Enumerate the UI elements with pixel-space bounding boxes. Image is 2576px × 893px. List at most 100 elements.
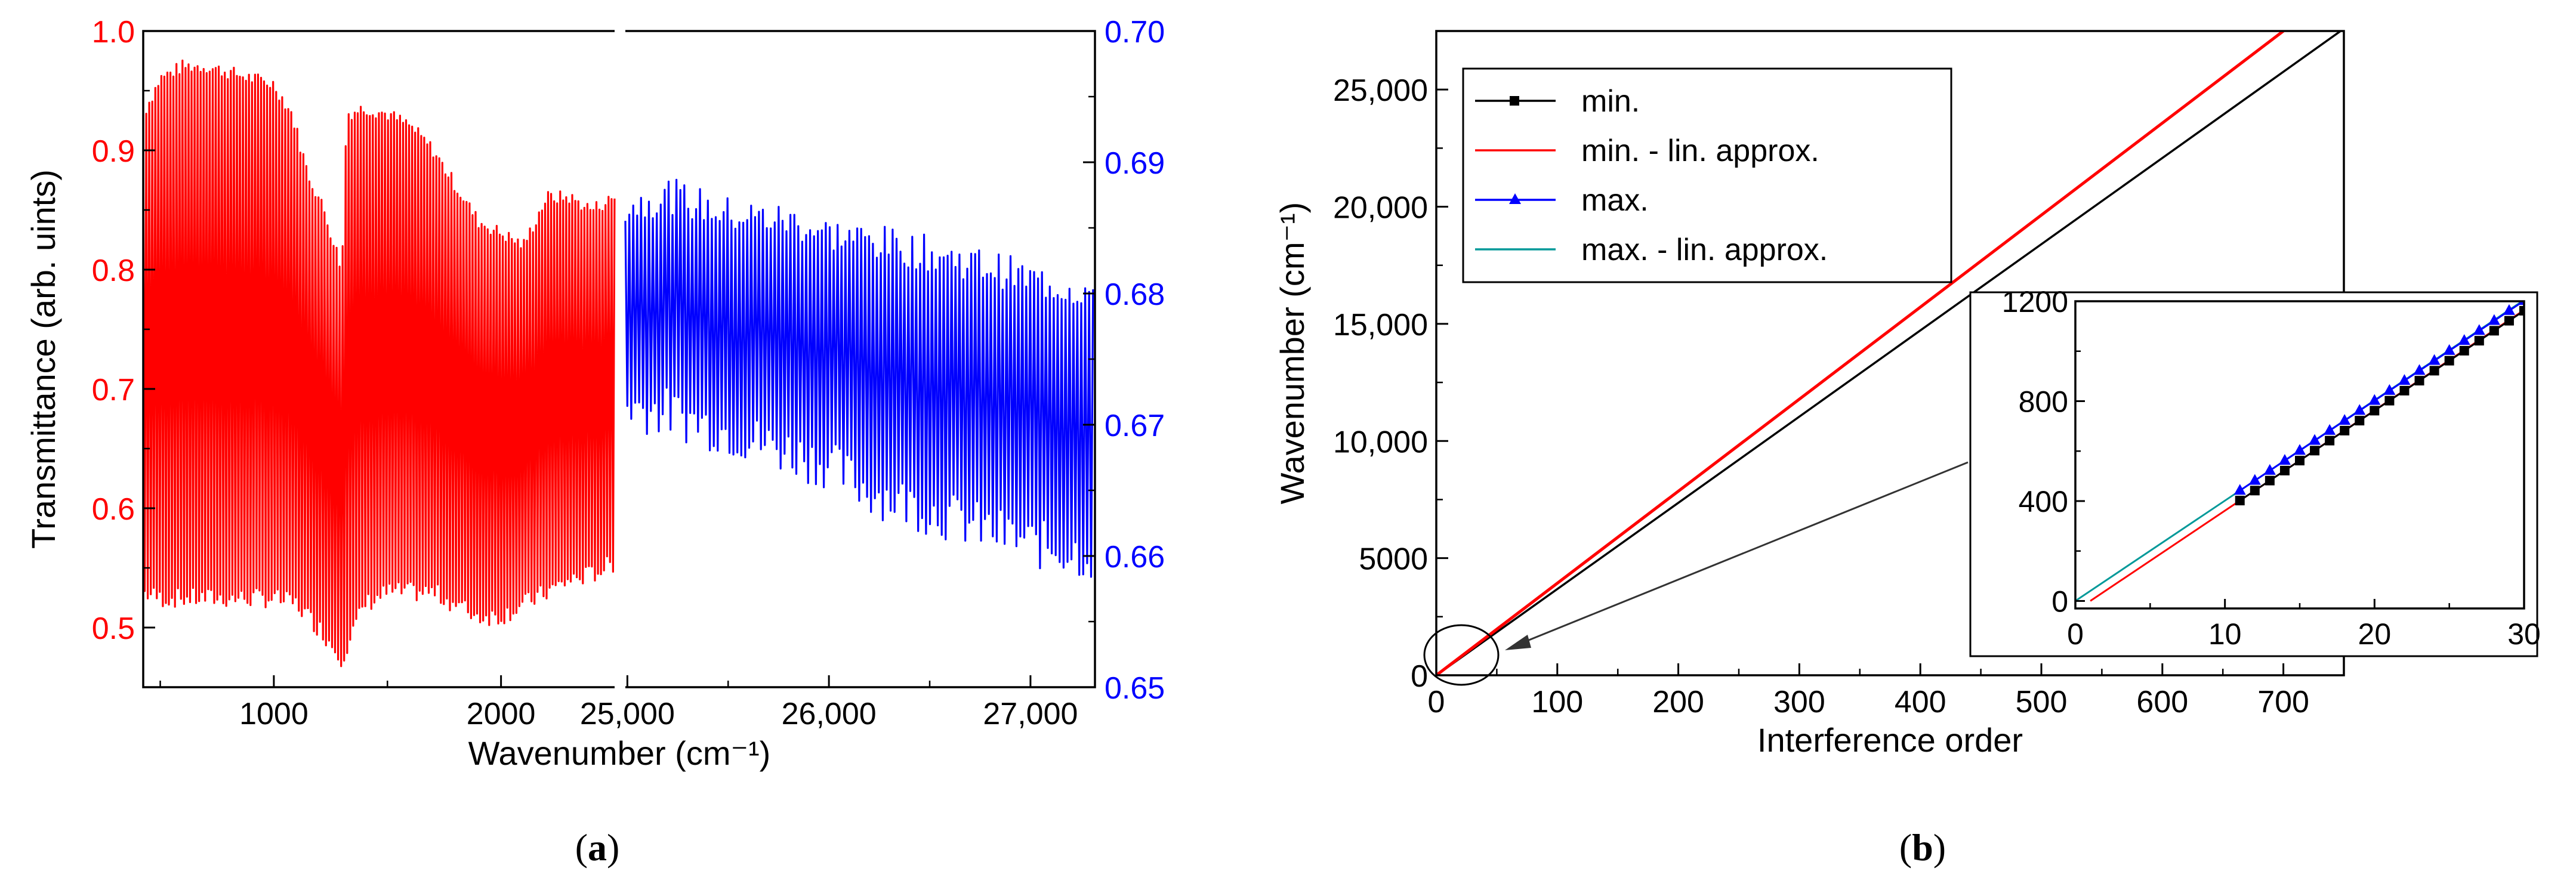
panel-b-legend-label: max. - lin. approx. (1581, 233, 1828, 267)
panel-b-inset-point-max (2503, 304, 2515, 315)
panel-b-xtick-label: 700 (2257, 685, 2309, 719)
panel-b-inset-point-max (2443, 344, 2455, 355)
panel-b-caption: (b) (1899, 826, 1946, 869)
panel-b-inset-xtick-label: 30 (2507, 617, 2541, 651)
panel-b-legend-label: min. (1581, 84, 1640, 119)
panel-a-right-ytick-label: 0.66 (1105, 540, 1165, 574)
panel-a-left-ytick-label: 0.5 (92, 611, 135, 646)
panel-b-inset-point-min (2519, 305, 2524, 316)
panel-a-left-ytick-label: 0.7 (92, 373, 135, 407)
panel-b-legend-marker (1509, 193, 1521, 204)
panel-a-left-ytick-label: 0.6 (92, 492, 135, 527)
panel-b-xtick-label: 600 (2136, 685, 2188, 719)
panel-b-inset-point-min (2340, 425, 2350, 435)
panel-b-xlabel: Interference order (1757, 721, 2023, 759)
panel-b-xtick-label: 400 (1895, 685, 1946, 719)
panel-b-legend-label: min. - lin. approx. (1581, 134, 1819, 168)
panel-b-inset-point-max (2339, 414, 2351, 425)
panel-b-inset-point-min (2399, 385, 2410, 395)
panel-b-plot-area (1436, 31, 2343, 675)
panel-b-inset-point-min (2279, 465, 2290, 475)
panel-b-inset-ytick-label: 800 (2019, 385, 2068, 418)
panel-b-zoom-ellipse (1423, 624, 1500, 686)
panel-b-zoom-arrowhead (1505, 635, 1531, 650)
panel-b-inset-point-min (2384, 395, 2395, 406)
panel-a-caption-open: ( (575, 826, 588, 869)
panel-a-right-ytick-label: 0.65 (1105, 671, 1165, 706)
panel-a-xtick-label: 25,000 (580, 697, 675, 731)
panel-a-caption-close: ) (607, 826, 619, 869)
panel-b-xtick-label: 0 (1428, 685, 1445, 719)
panel-b-inset-point-min (2325, 435, 2335, 446)
panel-b-inset-point-max (2488, 314, 2500, 325)
panel-b-xtick-label: 200 (1652, 685, 1704, 719)
panel-a-chart: 0.5 0.6 0.7 0.8 0.9 1.0 0.65 0.66 0.67 0.68 0.69 0.… (24, 15, 1165, 772)
panel-a-red-trace (142, 59, 616, 668)
panel-b-inset-point-min (2310, 446, 2320, 456)
panel-a-xtick-label: 27,000 (983, 697, 1078, 731)
panel-b-inset-point-min (2444, 356, 2454, 366)
panel-b-inset-ytick-label: 400 (2019, 485, 2068, 518)
panel-b-inset-point-max (2398, 374, 2411, 385)
panel-b-legend-marker (1510, 96, 1519, 106)
panel-b-caption-open: ( (1899, 826, 1912, 869)
panel-b-inset-point-min (2295, 456, 2304, 466)
panel-a-left-frame (142, 30, 615, 688)
panel-b-inset-point-min (2414, 376, 2424, 386)
panel-b-inset-point-max (2458, 334, 2470, 345)
panel-b-ytick-label: 5000 (1359, 542, 1428, 577)
panel-b-inset-xtick-label: 10 (2208, 617, 2242, 651)
panel-a-xlabel: Wavenumber (cm⁻¹) (468, 734, 771, 772)
panel-a-xtick-label: 26,000 (782, 697, 877, 731)
panel-b-inset-point-max (2428, 354, 2441, 365)
panel-b-inset-xtick-label: 20 (2358, 617, 2392, 651)
panel-a-blue-trace (624, 178, 1094, 578)
panel-b-inset-point-min (2355, 416, 2365, 426)
panel-b-ytick-label: 15,000 (1333, 308, 1428, 342)
panel-b-legend-box (1462, 67, 1952, 283)
panel-a-right-ytick-label: 0.68 (1105, 277, 1165, 312)
panel-b-xtick-label: 300 (1773, 685, 1825, 719)
panel-b-inset-point-max (2309, 434, 2321, 445)
panel-a-caption-letter: a (588, 826, 607, 869)
panel-b-inset-point-min (2265, 475, 2275, 486)
panel-b-ytick-label: 20,000 (1333, 191, 1428, 225)
panel-b-ytick-label: 10,000 (1333, 425, 1428, 459)
panel-b-inset-point-min (2250, 486, 2260, 496)
panel-a-xtick-label: 1000 (239, 697, 308, 731)
panel-b-inset-point-max (2263, 464, 2276, 475)
panel-a-caption: (a) (575, 826, 620, 869)
panel-b-legend-label: max. (1581, 183, 1649, 218)
panel-b-inset-point-max (2324, 424, 2336, 435)
panel-b-ylabel: Wavenumber (cm⁻¹) (1273, 202, 1311, 505)
panel-a-xtick-label: 2000 (467, 697, 536, 731)
panel-b-xtick-label: 100 (1531, 685, 1583, 719)
panel-a-left-ytick-label: 1.0 (92, 15, 135, 50)
panel-b-inset-point-min (2504, 316, 2514, 326)
panel-b-legend: min. min. - lin. approx. max. max. - lin. a… (1462, 67, 1952, 283)
panel-b-inset-point-max (2233, 484, 2246, 495)
panel-b-caption-close: ) (1933, 826, 1946, 869)
panel-a-right-ytick-label: 0.69 (1105, 146, 1165, 181)
panel-b-inset-point-min (2459, 345, 2469, 356)
panel-b-inset-point-max (2248, 474, 2261, 485)
panel-b-inset-point-max (2278, 454, 2291, 465)
panel-a-ylabel: Transmittance (arb. uints) (24, 169, 62, 549)
panel-b-inset-point-min (2370, 406, 2380, 416)
panel-b-inset-point-min (2235, 496, 2245, 506)
panel-b-xtick-label: 500 (2016, 685, 2068, 719)
panel-b-inset-point-min (2429, 366, 2439, 376)
panel-b-inset-point-max (2413, 364, 2426, 375)
panel-b-inset-point-min (2474, 336, 2484, 346)
panel-a-left-ytick-label: 0.9 (92, 134, 135, 169)
panel-b-ytick-label: 0 (1411, 659, 1428, 694)
panel-b-inset-ytick-label: 0 (2051, 585, 2068, 618)
panel-b-inset-point-max (2383, 384, 2396, 395)
panel-b-inset-point-min (2489, 326, 2499, 336)
panel-a-right-ytick-label: 0.70 (1105, 15, 1165, 50)
panel-b-caption-letter: b (1912, 826, 1933, 869)
panel-b-inset-point-max (2353, 404, 2366, 415)
panel-b-inset-point-max (2294, 444, 2306, 455)
panel-b-ytick-label: 25,000 (1333, 73, 1428, 108)
panel-b-inset-xtick-label: 0 (2067, 617, 2084, 651)
